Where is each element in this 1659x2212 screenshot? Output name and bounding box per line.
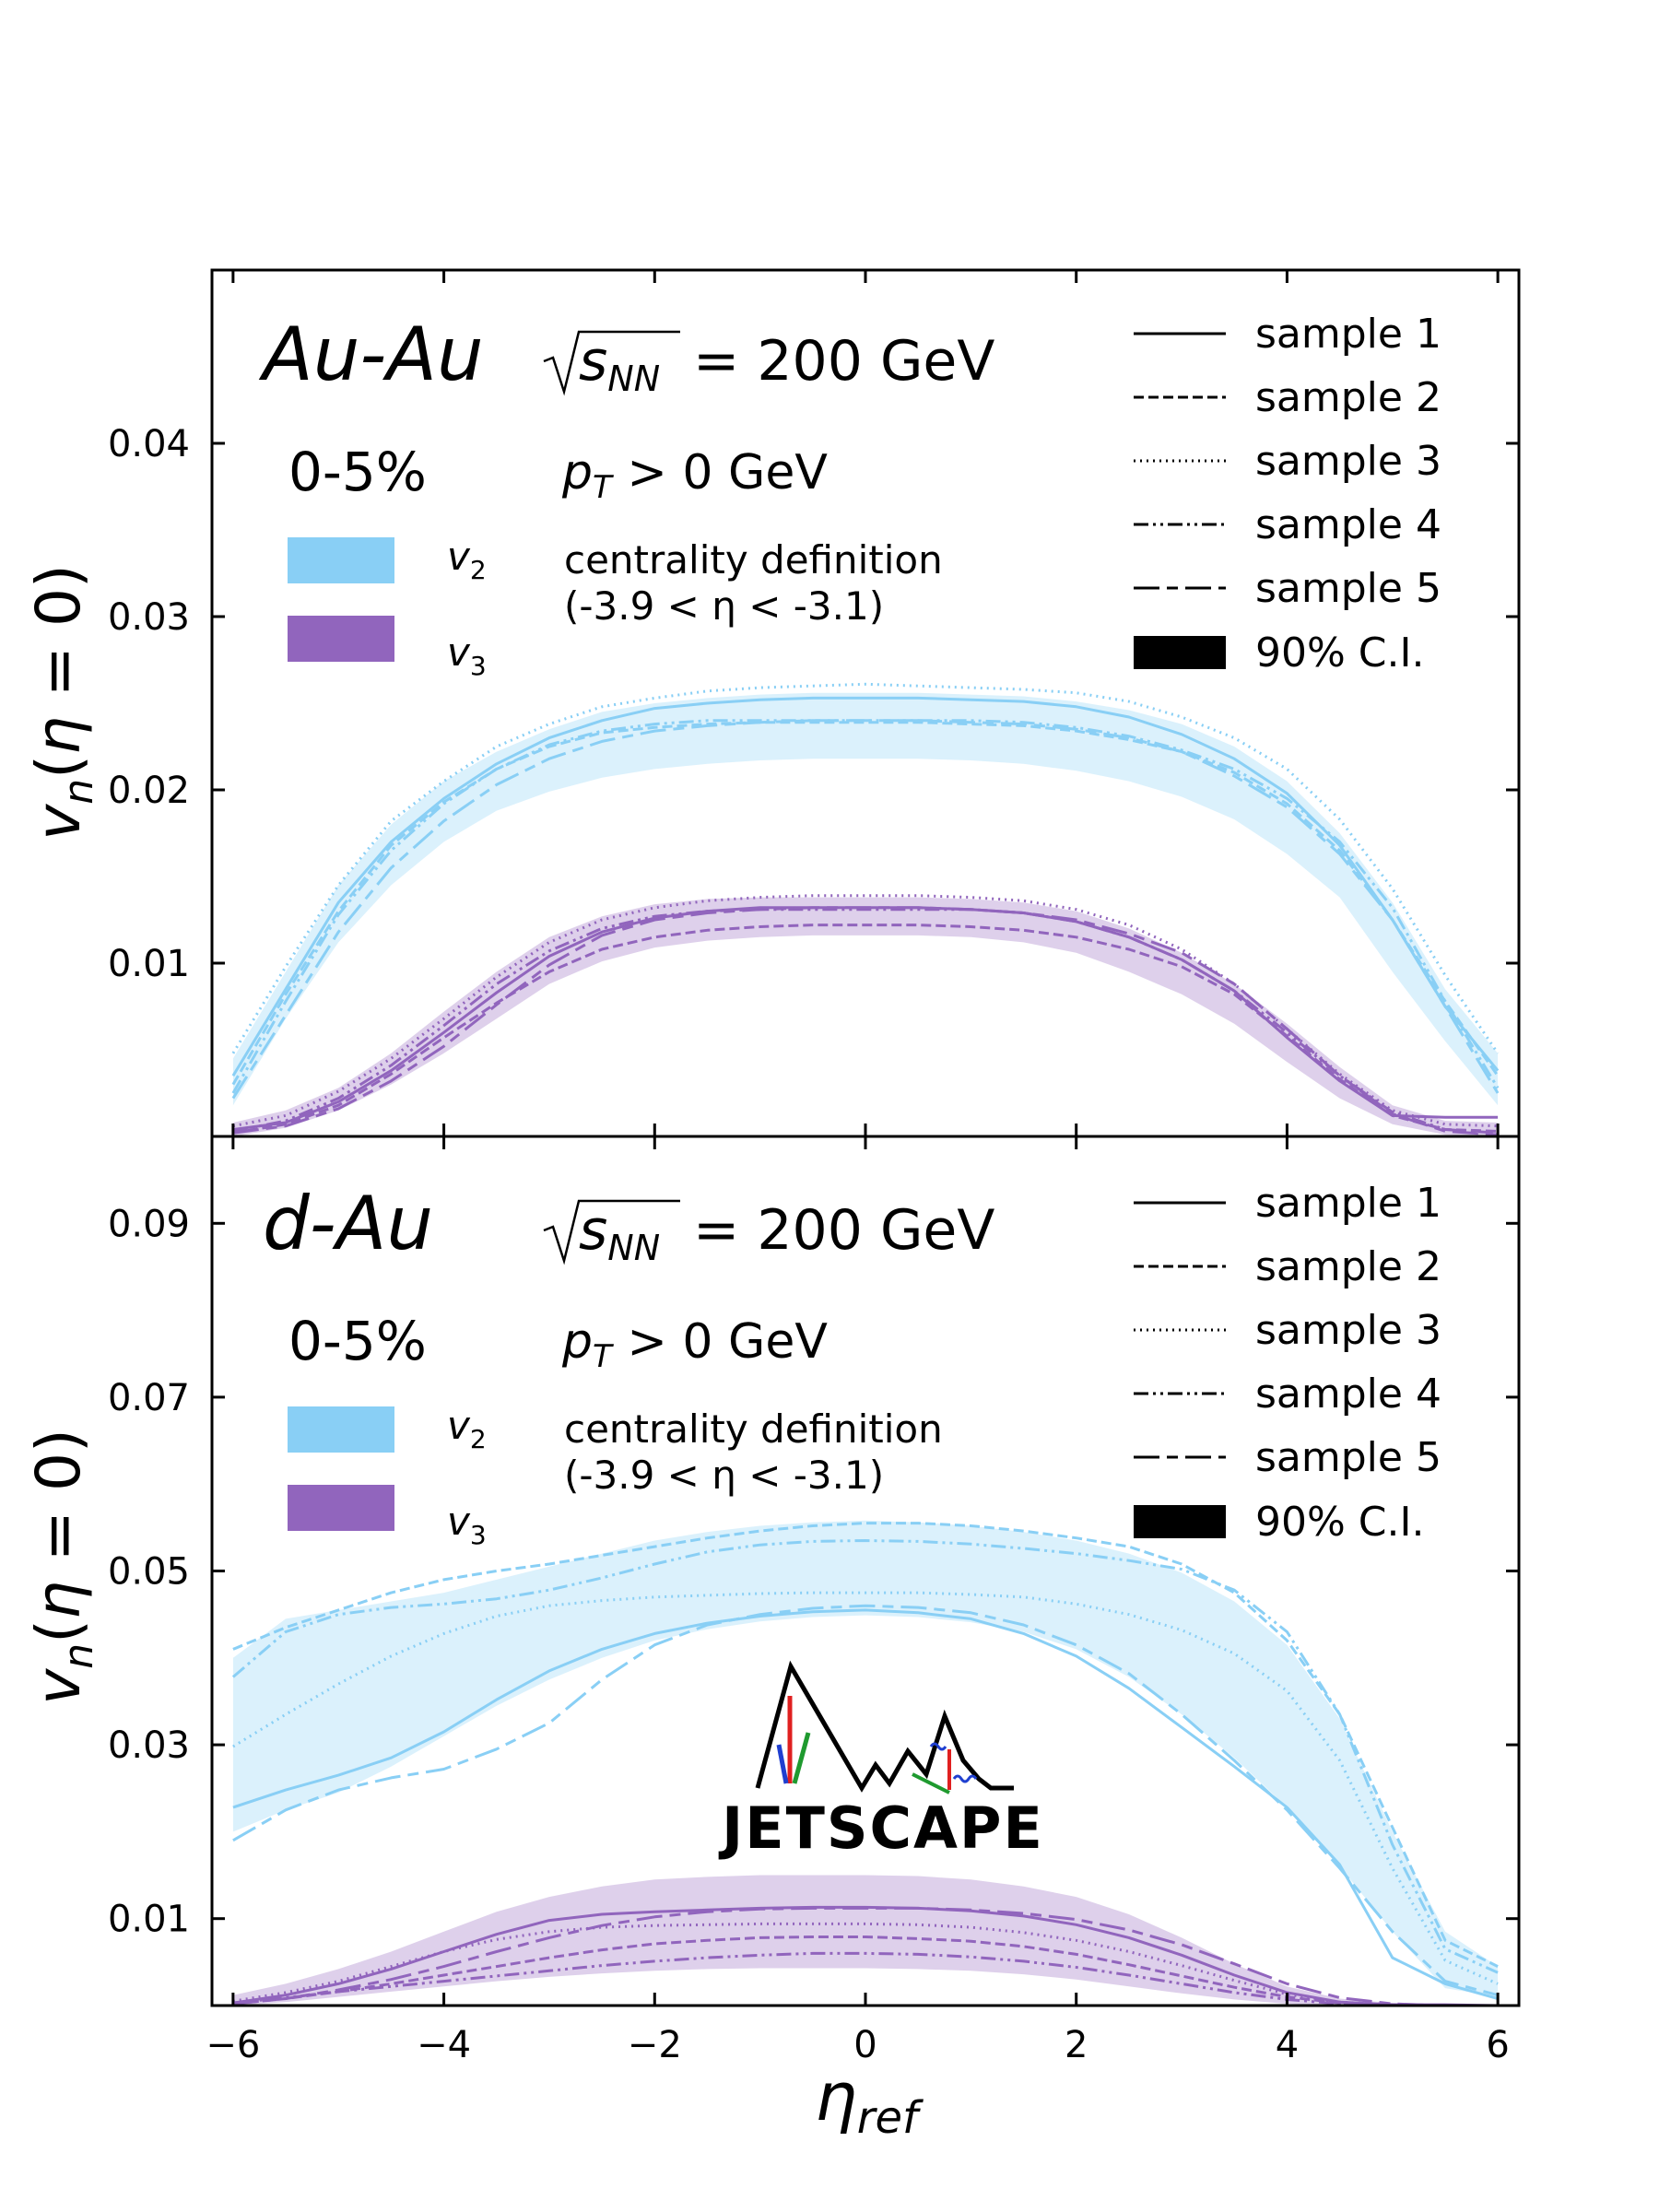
v2-legend-label: v2 — [447, 534, 487, 585]
centrality-definition-line2: (-3.9 < η < -3.1) — [564, 583, 884, 629]
logo-green-track-small — [912, 1772, 950, 1794]
x-tick-label: −2 — [628, 2024, 682, 2066]
sqrt-symbol — [543, 1199, 680, 1265]
x-tick-label: 6 — [1486, 2024, 1509, 2066]
y-tick-label: 0.09 — [108, 1203, 190, 1245]
system-label: d-Au — [263, 1181, 433, 1266]
sample-3-label: sample 3 — [1255, 1307, 1441, 1354]
y-tick-label: 0.04 — [108, 423, 190, 465]
centrality-label: 0-5% — [288, 1310, 427, 1372]
ci-band-v2 — [232, 1520, 1499, 1997]
ci-swatch — [1134, 636, 1226, 669]
energy-label: sNN = 200 GeV — [543, 329, 994, 399]
y-tick-label: 0.01 — [108, 943, 190, 985]
sample-2-label: sample 2 — [1255, 1243, 1441, 1290]
x-tick-label: 0 — [853, 2024, 877, 2066]
y-axis-label-auau: vn(η = 0) — [23, 564, 102, 841]
logo-green-track — [792, 1732, 811, 1784]
x-axis-label: ηref — [815, 2058, 924, 2144]
ci-band-v3 — [232, 1875, 1499, 2006]
energy-value: = 200 GeV — [693, 329, 994, 394]
y-tick-label: 0.01 — [108, 1899, 190, 1941]
series-line-v2-sample-2 — [231, 721, 1500, 1086]
sample-3-label: sample 3 — [1255, 438, 1441, 485]
system-label: Au-Au — [258, 312, 484, 397]
energy-value: = 200 GeV — [693, 1198, 994, 1263]
logo-blue-track — [776, 1744, 789, 1784]
y-tick-label: 0.05 — [108, 1551, 190, 1594]
series-line-v3-sample-5 — [232, 1906, 1499, 2007]
v2-legend-swatch — [288, 537, 394, 583]
v3-legend-label: v3 — [447, 1499, 487, 1550]
sample-legend-auau: sample 1 sample 2 sample 3 sample 4 samp… — [1134, 311, 1441, 677]
sample-4-label: sample 4 — [1255, 1371, 1441, 1418]
sample-1-label: sample 1 — [1255, 1180, 1441, 1227]
series-line-v3-sample-5 — [232, 906, 1499, 1136]
ci-band-v2 — [232, 692, 1499, 1106]
x-tick-label: −6 — [206, 2024, 260, 2066]
series-line-v3-sample-2 — [232, 924, 1499, 1135]
ci-swatch — [1134, 1505, 1226, 1538]
y-tick-label: 0.03 — [108, 1724, 190, 1767]
x-tick-label: 2 — [1065, 2024, 1088, 2066]
series-line-v2-sample-5 — [231, 719, 1500, 1100]
sample-2-label: sample 2 — [1255, 374, 1441, 421]
ci-label: 90% C.I. — [1255, 629, 1424, 677]
y-tick-label: 0.03 — [108, 596, 190, 639]
series-line-v2-sample-4 — [231, 1539, 1499, 1974]
sample-5-label: sample 5 — [1255, 565, 1441, 612]
logo-text: JETSCAPE — [718, 1794, 1044, 1862]
sample-4-label: sample 4 — [1255, 501, 1441, 548]
y-tick-label: 0.02 — [108, 770, 190, 812]
energy-label: sNN = 200 GeV — [543, 1198, 994, 1268]
series-line-v3-sample-4 — [232, 908, 1499, 1135]
series-line-v2-sample-1 — [231, 696, 1500, 1077]
v3-legend-swatch — [288, 1485, 394, 1531]
centrality-definition-line1: centrality definition — [564, 537, 943, 582]
ci-label: 90% C.I. — [1255, 1499, 1424, 1546]
v3-legend-swatch — [288, 616, 394, 662]
series-line-v2-sample-2 — [232, 1522, 1499, 1968]
panel-dau: 0.01 0.03 0.05 0.07 0.09 −6 −4 −2 0 2 4 6 d-Au sNN … — [23, 1135, 1521, 2066]
series-line-v2-sample-3 — [232, 1591, 1499, 1985]
y-tick-label: 0.07 — [108, 1377, 190, 1419]
v2-legend-swatch — [288, 1406, 394, 1453]
sample-5-label: sample 5 — [1255, 1434, 1441, 1481]
x-tick-label: 4 — [1276, 2024, 1299, 2066]
logo-mountain-outline — [755, 1660, 1014, 1793]
axis-ticks-auau: 0.01 0.02 0.03 0.04 — [108, 270, 1519, 1136]
sample-1-label: sample 1 — [1255, 311, 1441, 358]
series-line-v2-sample-4 — [231, 719, 1500, 1094]
centrality-definition-line1: centrality definition — [564, 1406, 943, 1452]
pt-cut-label: pT > 0 GeV — [561, 1314, 828, 1375]
pt-cut-label: pT > 0 GeV — [561, 445, 828, 506]
sample-legend-dau: sample 1 sample 2 sample 3 sample 4 samp… — [1134, 1180, 1441, 1546]
x-tick-label: −4 — [417, 2024, 471, 2066]
axis-ticks-dau: 0.01 0.03 0.05 0.07 0.09 −6 −4 −2 0 2 4 6 — [108, 1136, 1519, 2066]
jetscape-logo: JETSCAPE — [718, 1660, 1044, 1862]
logo-blue-spiral — [929, 1742, 978, 1783]
y-axis-label-dau: vn(η = 0) — [23, 1429, 102, 1705]
centrality-label: 0-5% — [288, 441, 427, 503]
series-line-v2-sample-1 — [232, 1608, 1499, 2000]
series-line-v2-sample-3 — [231, 682, 1500, 1054]
centrality-definition-line2: (-3.9 < η < -3.1) — [564, 1453, 884, 1498]
series-line-v3-sample-3 — [232, 1922, 1499, 2007]
series-line-v2-sample-5 — [232, 1604, 1499, 1997]
sqrt-symbol — [543, 330, 680, 396]
